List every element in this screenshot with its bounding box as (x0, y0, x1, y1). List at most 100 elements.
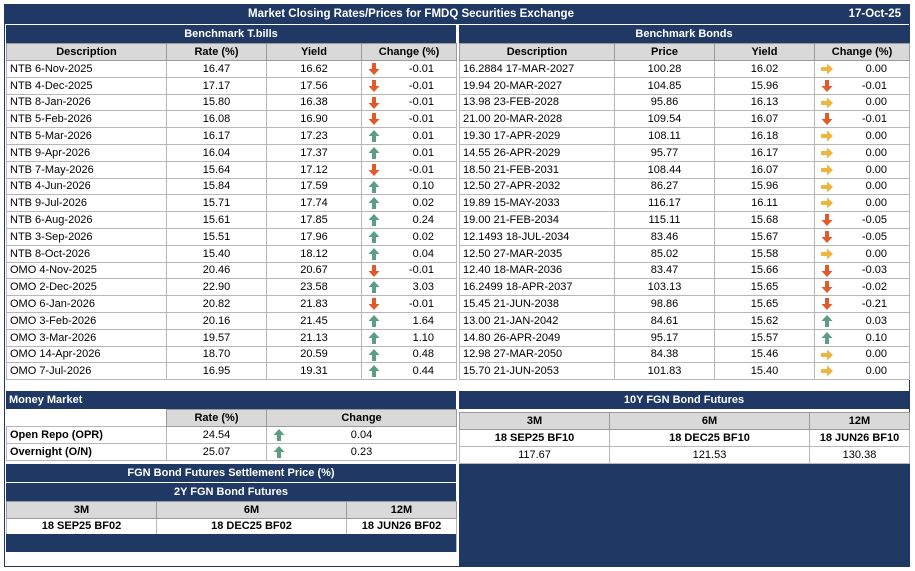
table-row: NTB 4-Jun-2026 15.84 17.59 0.10 (6, 177, 457, 196)
bond-yield: 15.65 (714, 295, 815, 313)
bond-change: 0.00 (814, 244, 910, 263)
arrow-right-icon (821, 63, 833, 75)
bond-change: -0.02 (814, 278, 910, 297)
table-row: 19.30 17-APR-2029 108.11 16.18 0.00 (459, 127, 910, 145)
mm-rate: 25.07 (166, 442, 267, 461)
tbill-description: NTB 5-Mar-2026 (6, 127, 167, 145)
bond-description: 19.00 21-FEB-2034 (459, 211, 615, 229)
futures-10y-price: 121.53 (609, 445, 810, 464)
table-row: 13.98 23-FEB-2028 95.86 16.13 0.00 (459, 93, 910, 112)
bonds-header: Benchmark Bonds (459, 25, 909, 43)
table-row: 12.50 27-APR-2032 86.27 15.96 0.00 (459, 177, 910, 196)
bonds-col-2: Yield (714, 43, 815, 61)
tbill-change: -0.01 (361, 93, 457, 112)
mm-col-rate: Rate (%) (166, 409, 267, 427)
tbill-rate: 20.16 (166, 311, 267, 330)
bond-change-value: 0.00 (865, 348, 887, 361)
tbill-change: 0.10 (361, 177, 457, 196)
tbill-rate: 20.82 (166, 295, 267, 313)
table-row: OMO 2-Dec-2025 22.90 23.58 3.03 (6, 278, 457, 297)
tbill-rate: 15.71 (166, 194, 267, 213)
bond-yield: 15.96 (714, 177, 815, 196)
arrow-up-icon (368, 180, 380, 193)
tbill-rate: 15.40 (166, 244, 267, 263)
bond-price: 84.61 (614, 311, 715, 330)
tbill-change-value: 0.01 (412, 146, 434, 159)
mm-change: 0.23 (266, 442, 457, 461)
tbill-change-value: -0.01 (408, 264, 434, 277)
table-row: NTB 9-Apr-2026 16.04 17.37 0.01 (6, 143, 457, 162)
arrow-up-icon (368, 214, 380, 227)
futures-section-header: FGN Bond Futures Settlement Price (%) (6, 463, 456, 482)
tbill-change-value: 0.44 (412, 365, 434, 378)
arrow-right-icon (821, 349, 833, 361)
bond-change: 0.00 (814, 194, 910, 213)
mm-description: Overnight (O/N) (6, 442, 167, 461)
tbill-yield: 23.58 (266, 278, 362, 297)
bond-price: 85.02 (614, 244, 715, 263)
arrow-right-icon (821, 197, 833, 209)
tbill-yield: 17.96 (266, 227, 362, 246)
bond-description: 12.40 18-MAR-2036 (459, 261, 615, 280)
tbill-rate: 17.17 (166, 76, 267, 95)
bond-price: 103.13 (614, 278, 715, 297)
futures-10y-contract: 18 SEP25 BF10 (459, 429, 610, 447)
table-row: 16.2884 17-MAR-2027 100.28 16.02 0.00 (459, 60, 910, 78)
bond-price: 83.47 (614, 261, 715, 280)
tbill-change: -0.01 (361, 60, 457, 78)
table-row: Open Repo (OPR) 24.54 0.04 (6, 426, 457, 444)
bond-price: 101.83 (614, 362, 715, 381)
tbill-description: OMO 6-Jan-2026 (6, 295, 167, 313)
table-row: 15.70 21-JUN-2053 101.83 15.40 0.00 (459, 362, 910, 381)
bond-change-value: -0.21 (861, 298, 887, 311)
bonds-col-3: Change (%) (814, 43, 910, 61)
tbills-col-2: Yield (266, 43, 362, 61)
bond-change-value: -0.01 (861, 113, 887, 126)
bond-price: 84.38 (614, 345, 715, 364)
bond-yield: 16.17 (714, 143, 815, 162)
title-bar: Market Closing Rates/Prices for FMDQ Sec… (5, 5, 909, 24)
arrow-down-icon (821, 79, 833, 92)
arrow-up-icon (368, 331, 380, 344)
tbill-yield: 17.56 (266, 76, 362, 95)
bond-change-value: -0.03 (861, 264, 887, 277)
tbill-description: NTB 8-Oct-2026 (6, 244, 167, 263)
arrow-up-icon (368, 130, 380, 143)
table-row: OMO 3-Mar-2026 19.57 21.13 1.10 (6, 328, 457, 347)
futures-10y-col-0: 3M (459, 412, 610, 430)
futures-10y-table: 3M 6M 12M 18 SEP25 BF10 18 DEC25 BF10 18 JUN… (459, 412, 910, 464)
tbills-col-3: Change (%) (361, 43, 457, 61)
tbill-rate: 16.95 (166, 362, 267, 381)
arrow-right-icon (821, 97, 833, 109)
bond-change: -0.03 (814, 261, 910, 280)
arrow-up-icon (368, 314, 380, 327)
tbill-change: 0.02 (361, 227, 457, 246)
table-row: NTB 5-Feb-2026 16.08 16.90 -0.01 (6, 110, 457, 129)
tbill-rate: 16.04 (166, 143, 267, 162)
bond-change-value: -0.05 (861, 214, 887, 227)
arrow-down-icon (368, 96, 380, 109)
tbill-change: 0.24 (361, 211, 457, 229)
table-row: 19.89 15-MAY-2033 116.17 16.11 0.00 (459, 194, 910, 213)
tbill-rate: 15.84 (166, 177, 267, 196)
table-row: 16.2499 18-APR-2037 103.13 15.65 -0.02 (459, 278, 910, 297)
bond-description: 13.98 23-FEB-2028 (459, 93, 615, 112)
table-row: 14.55 26-APR-2029 95.77 16.17 0.00 (459, 143, 910, 162)
arrow-up-icon (368, 146, 380, 159)
bond-price: 115.11 (614, 211, 715, 229)
arrow-right-icon (821, 164, 833, 176)
arrow-right-icon (821, 181, 833, 193)
table-row: 15.45 21-JUN-2038 98.86 15.65 -0.21 (459, 295, 910, 313)
bond-change-value: -0.05 (861, 230, 887, 243)
tbill-change-value: 1.64 (412, 314, 434, 327)
arrow-down-icon (368, 63, 380, 75)
report-title: Market Closing Rates/Prices for FMDQ Sec… (248, 8, 574, 20)
tbill-change-value: 0.02 (412, 197, 434, 210)
tbill-change: -0.01 (361, 110, 457, 129)
arrow-down-icon (821, 230, 833, 243)
tbills-header: Benchmark T.bills (6, 25, 456, 43)
tbill-change-value: 0.04 (412, 247, 434, 260)
arrow-up-icon (821, 314, 833, 327)
bond-price: 86.27 (614, 177, 715, 196)
table-row: OMO 7-Jul-2026 16.95 19.31 0.44 (6, 362, 457, 381)
